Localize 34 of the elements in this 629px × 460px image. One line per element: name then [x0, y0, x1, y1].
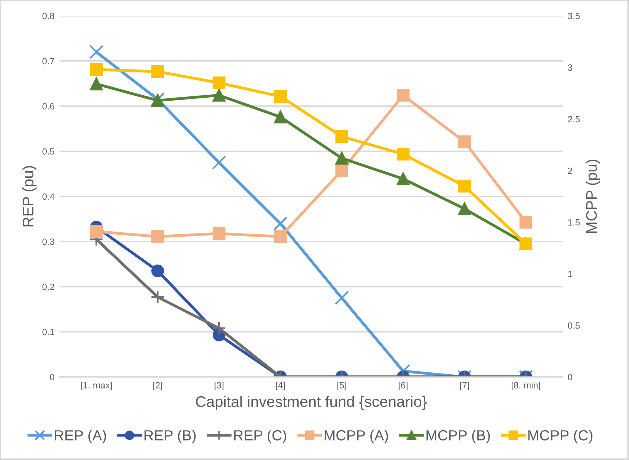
y2-tick-label: 0.5 — [568, 322, 580, 329]
x-tick-label: [6] — [399, 382, 408, 390]
legend-label: REP (C) — [234, 430, 286, 444]
x-tick-label: [2] — [154, 382, 162, 390]
x-tick-label: [7] — [460, 382, 470, 390]
y-tick-label: 0.8 — [42, 13, 54, 20]
y2-axis-title: MCPP (pu) — [586, 160, 600, 234]
y2-tick-label: 2 — [568, 168, 572, 174]
y-tick-label: 0.1 — [42, 329, 54, 336]
y-tick-label: 0.2 — [42, 284, 54, 290]
y2-tick-label: 1 — [568, 271, 572, 278]
y-tick-label: 0.6 — [42, 103, 54, 110]
x-axis-title: Capital investment fund {scenario} — [196, 396, 428, 410]
legend-label: MCPP (B) — [426, 430, 490, 444]
y2-tick-label: 2.5 — [568, 116, 580, 123]
y-tick-label: 0.5 — [42, 148, 55, 155]
y-axis-title: REP (pu) — [22, 166, 37, 227]
y-tick-label: 0.3 — [42, 238, 54, 246]
legend-label: REP (A) — [55, 430, 106, 444]
y2-tick-label: 3.5 — [568, 13, 580, 20]
y2-tick-label: 3 — [568, 64, 572, 72]
y2-tick-label: 1.5 — [568, 220, 580, 226]
legend-label: REP (B) — [144, 430, 196, 444]
y-tick-label: 0.4 — [42, 194, 55, 200]
x-tick-label: [3] — [214, 382, 224, 390]
legend-label: MCPP (A) — [324, 430, 388, 444]
y-tick-label: 0 — [50, 374, 55, 381]
x-tick-label: [4] — [276, 382, 286, 390]
x-tick-label: [1. max] — [81, 382, 112, 390]
x-tick-label: [5] — [338, 382, 346, 390]
legend-label: MCPP (C) — [528, 430, 593, 444]
x-tick-label: [8. min] — [512, 382, 540, 390]
y2-tick-label: 0 — [568, 374, 572, 381]
y-tick-label: 0.7 — [42, 58, 54, 65]
